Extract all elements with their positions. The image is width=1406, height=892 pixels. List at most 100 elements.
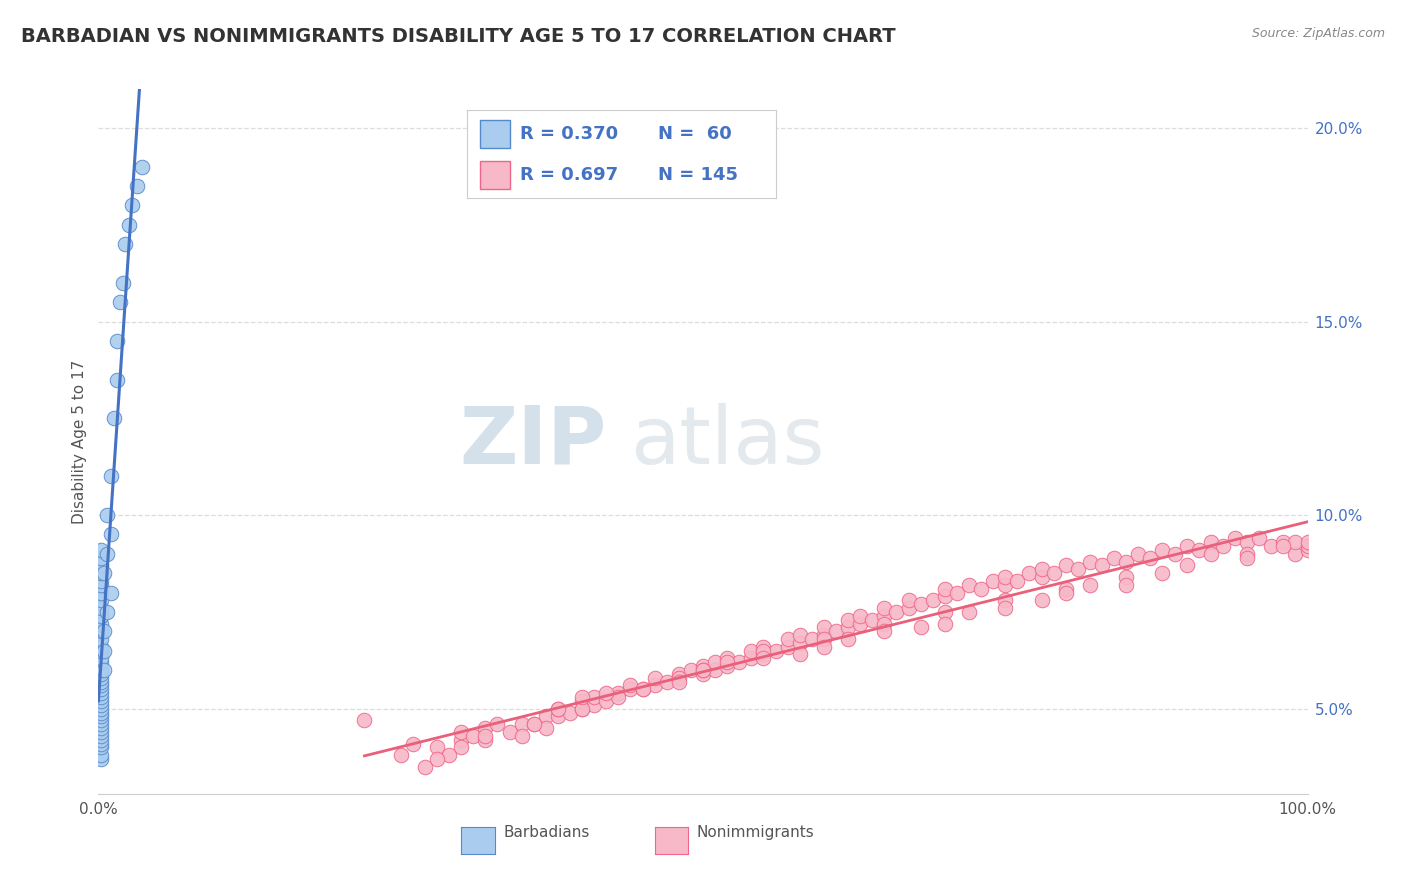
Point — [668, 666, 690, 681]
Point — [583, 698, 606, 712]
Point — [510, 717, 533, 731]
Point — [595, 694, 617, 708]
Point — [1284, 535, 1306, 549]
Point — [90, 714, 112, 728]
Point — [413, 760, 436, 774]
Point — [837, 632, 859, 646]
Point — [389, 748, 412, 763]
Point — [96, 508, 118, 522]
Point — [450, 732, 472, 747]
Point — [96, 547, 118, 561]
Point — [1115, 555, 1137, 569]
Point — [1007, 574, 1029, 588]
Point — [752, 651, 775, 665]
Point — [1128, 547, 1150, 561]
Point — [1031, 562, 1053, 576]
Point — [426, 740, 449, 755]
Point — [450, 740, 472, 755]
Point — [90, 729, 112, 743]
Point — [90, 702, 112, 716]
Point — [90, 686, 112, 700]
Point — [1067, 562, 1090, 576]
Point — [631, 682, 654, 697]
Point — [934, 616, 956, 631]
Point — [970, 582, 993, 596]
Point — [474, 721, 496, 735]
Point — [463, 729, 485, 743]
Point — [90, 632, 112, 646]
Point — [704, 655, 727, 669]
Point — [90, 721, 112, 735]
Point — [668, 674, 690, 689]
Point — [934, 605, 956, 619]
Point — [118, 218, 141, 232]
Point — [655, 674, 678, 689]
Point — [90, 651, 112, 665]
Point — [921, 593, 943, 607]
Point — [1284, 547, 1306, 561]
Point — [1296, 539, 1319, 553]
Text: Barbadians: Barbadians — [503, 825, 591, 840]
Point — [607, 686, 630, 700]
Point — [1152, 566, 1174, 581]
Point — [981, 574, 1004, 588]
Point — [100, 585, 122, 599]
Point — [1188, 543, 1211, 558]
Point — [934, 590, 956, 604]
Point — [131, 160, 153, 174]
Point — [114, 237, 136, 252]
Point — [426, 752, 449, 766]
Point — [534, 709, 557, 723]
Point — [127, 179, 149, 194]
Point — [402, 737, 425, 751]
Point — [450, 725, 472, 739]
Point — [1236, 547, 1258, 561]
Point — [90, 550, 112, 565]
Point — [644, 678, 666, 692]
Point — [108, 295, 131, 310]
Point — [776, 632, 799, 646]
Point — [789, 628, 811, 642]
Point — [957, 605, 980, 619]
Point — [90, 740, 112, 755]
Point — [934, 582, 956, 596]
Point — [849, 616, 872, 631]
Text: Nonimmigrants: Nonimmigrants — [697, 825, 814, 840]
Point — [1102, 550, 1125, 565]
Point — [100, 469, 122, 483]
Point — [90, 732, 112, 747]
Point — [886, 605, 908, 619]
Point — [1078, 555, 1101, 569]
Point — [704, 663, 727, 677]
Y-axis label: Disability Age 5 to 17: Disability Age 5 to 17 — [72, 359, 87, 524]
Point — [90, 666, 112, 681]
Point — [90, 640, 112, 654]
Point — [631, 682, 654, 697]
Point — [644, 671, 666, 685]
Point — [1223, 532, 1246, 546]
Point — [90, 593, 112, 607]
Point — [849, 608, 872, 623]
Point — [873, 608, 896, 623]
Point — [946, 585, 969, 599]
Point — [90, 725, 112, 739]
Point — [93, 643, 115, 657]
Point — [1296, 543, 1319, 558]
Point — [716, 655, 738, 669]
Point — [90, 694, 112, 708]
Point — [910, 597, 932, 611]
Point — [90, 671, 112, 685]
Point — [547, 702, 569, 716]
Point — [679, 663, 702, 677]
Point — [716, 659, 738, 673]
Point — [752, 643, 775, 657]
Point — [740, 651, 762, 665]
Point — [1139, 550, 1161, 565]
Point — [837, 613, 859, 627]
Point — [1296, 535, 1319, 549]
Point — [1175, 539, 1198, 553]
Point — [765, 643, 787, 657]
Point — [547, 702, 569, 716]
Point — [994, 601, 1017, 615]
Point — [800, 632, 823, 646]
